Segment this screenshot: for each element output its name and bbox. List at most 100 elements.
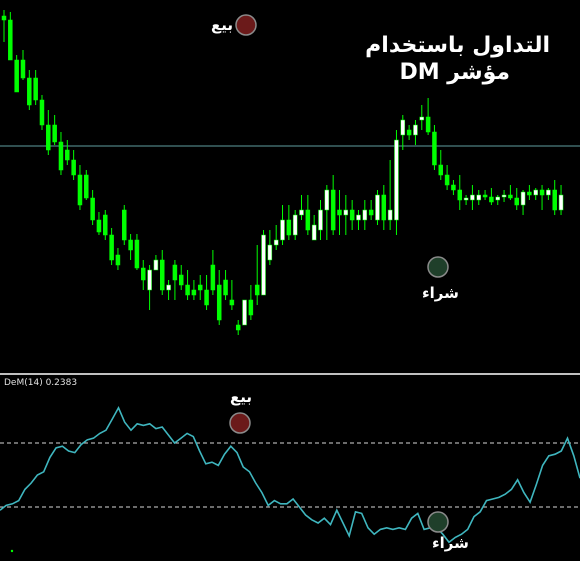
- candle-body: [90, 197, 95, 221]
- candle-body: [286, 219, 292, 236]
- candle-body: [280, 219, 285, 241]
- candle-body: [362, 209, 368, 221]
- status-dot: [10, 549, 14, 553]
- candle-body: [210, 264, 216, 291]
- candle-body: [77, 174, 83, 206]
- candle-body: [552, 189, 557, 211]
- candle-body: [229, 299, 235, 306]
- candle-body: [103, 214, 108, 236]
- candle-body: [520, 191, 526, 206]
- candle-body: [20, 59, 26, 79]
- candle-body: [419, 116, 425, 121]
- candle-body: [27, 77, 32, 106]
- candle-body: [413, 124, 418, 136]
- candle-body: [65, 149, 70, 161]
- candle-body: [147, 269, 152, 291]
- price-sell-label: بيع: [211, 16, 234, 34]
- candle-body: [160, 259, 165, 291]
- candle-body: [533, 189, 538, 196]
- candle-body: [400, 119, 406, 136]
- candle-body: [39, 99, 45, 126]
- candle-body: [223, 279, 228, 296]
- candle-body: [166, 284, 171, 291]
- candle-body: [527, 191, 532, 196]
- candle-body: [292, 214, 298, 236]
- candle-body: [33, 77, 38, 101]
- candle-body: [330, 189, 336, 231]
- candle-body: [109, 234, 114, 261]
- candle-body: [46, 124, 51, 151]
- candle-body: [1, 15, 7, 21]
- candle-body: [261, 234, 266, 296]
- candle-body: [546, 189, 551, 196]
- candle-body: [539, 189, 545, 196]
- candle-body: [482, 194, 488, 198]
- candle-body: [368, 209, 374, 216]
- candle-body: [318, 209, 323, 231]
- candle-body: [267, 244, 273, 261]
- candle-body: [444, 174, 450, 186]
- candle-body: [299, 209, 304, 216]
- candle-body: [406, 129, 412, 136]
- candle-body: [387, 209, 393, 221]
- candle-body: [337, 209, 342, 216]
- candle-body: [558, 194, 564, 211]
- candle-body: [381, 194, 387, 221]
- indicator-sell-label: بيع: [230, 388, 253, 406]
- candle-body: [514, 197, 519, 206]
- candle-body: [495, 196, 500, 201]
- candle-body: [438, 164, 444, 176]
- candle-body: [343, 209, 349, 216]
- candle-body: [457, 189, 463, 201]
- candle-body: [96, 219, 102, 233]
- indicator-buy-marker: [427, 511, 449, 533]
- candle-body: [71, 159, 76, 176]
- candle-body: [14, 59, 19, 93]
- candle-body: [489, 196, 494, 203]
- candle-body: [375, 194, 380, 221]
- candle-body: [273, 239, 279, 246]
- candle-body: [432, 131, 437, 166]
- candle-body: [470, 194, 475, 201]
- candle-body: [115, 254, 121, 266]
- candle-body: [501, 194, 507, 198]
- candle-body: [204, 289, 209, 306]
- chart-title-line2: مؤشر DM: [399, 60, 510, 85]
- candle-body: [52, 124, 57, 143]
- price-buy-marker: [427, 256, 449, 278]
- candle-body: [476, 194, 481, 201]
- indicator-name: DeM(14) 0.2383: [4, 378, 78, 388]
- candle-body: [122, 209, 127, 241]
- candle-body: [311, 224, 317, 241]
- candle-body: [8, 19, 13, 61]
- candle-body: [172, 264, 178, 281]
- candle-body: [508, 194, 513, 199]
- candle-body: [216, 284, 222, 321]
- candle-body: [58, 141, 64, 171]
- candle-body: [254, 284, 260, 296]
- candle-body: [394, 139, 399, 221]
- candle-body: [425, 116, 431, 133]
- candle-body: [185, 284, 190, 296]
- indicator-sell-marker: [229, 412, 251, 434]
- candle-body: [242, 299, 247, 326]
- candle-body: [324, 189, 330, 211]
- chart-title-line1: التداول باستخدام: [365, 33, 550, 58]
- candle-body: [128, 239, 133, 251]
- candle-body: [305, 209, 311, 231]
- candle-body: [356, 214, 361, 221]
- candle-body: [84, 174, 89, 199]
- candle-body: [134, 239, 140, 269]
- candle-body: [197, 284, 203, 291]
- indicator-buy-label: شراء: [432, 534, 469, 552]
- candle-body: [235, 324, 241, 331]
- candle-body: [248, 299, 254, 316]
- candle-body: [463, 197, 469, 201]
- candle-body: [141, 267, 146, 281]
- candle-body: [178, 274, 184, 286]
- candle-body: [451, 184, 456, 191]
- candle-body: [191, 289, 197, 296]
- candle-body: [153, 259, 159, 271]
